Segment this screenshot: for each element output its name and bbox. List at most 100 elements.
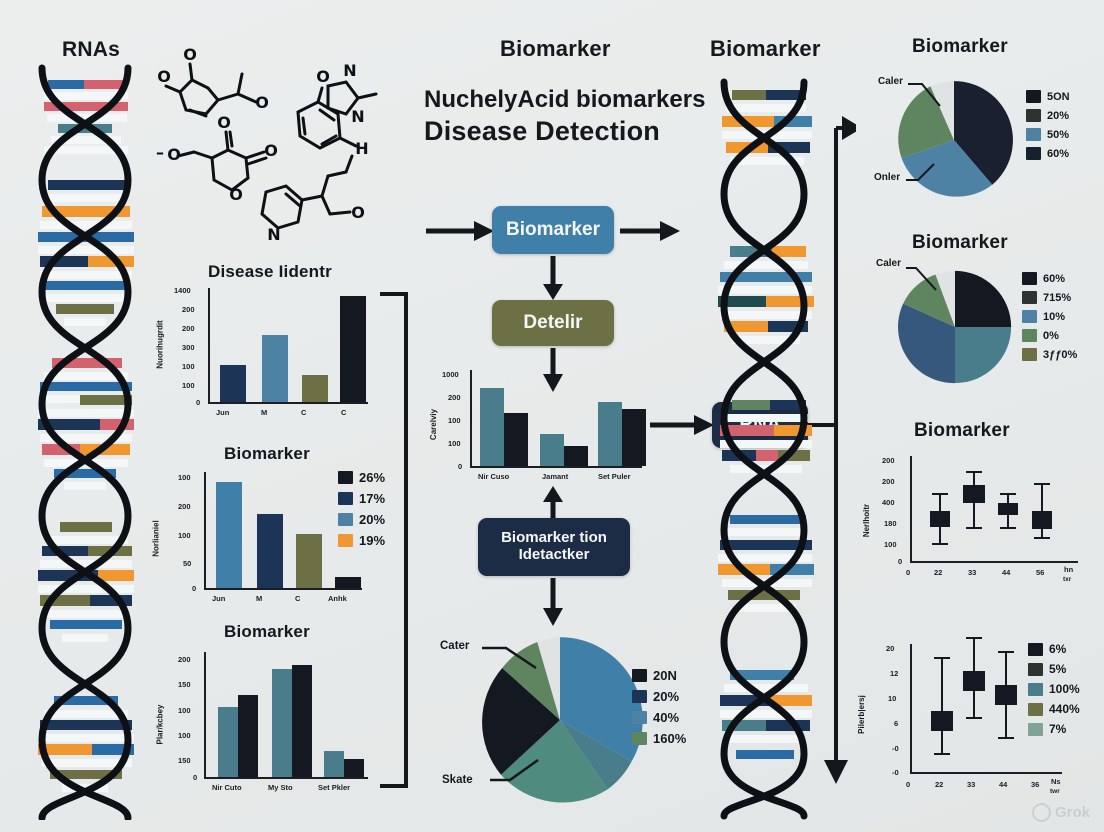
flow-node-biomarker-detector[interactable]: Biomarker tion Idetactker bbox=[478, 518, 630, 576]
flow-node-detelir-label: Detelir bbox=[523, 312, 583, 334]
legend-swatch bbox=[1028, 722, 1043, 736]
chart-bar3-bar bbox=[292, 665, 312, 777]
legend-swatch bbox=[1022, 348, 1037, 361]
legend-label: 160% bbox=[653, 731, 687, 746]
chart-err1-xtick: 56 bbox=[1036, 568, 1045, 577]
chart-bar3-bar bbox=[218, 707, 238, 777]
chart-bar1-bar bbox=[340, 296, 366, 402]
flow-node-detector-label-line2: Idetactker bbox=[518, 546, 590, 563]
pie-slice bbox=[955, 327, 1012, 384]
chart-bar-center-bar bbox=[504, 413, 528, 466]
chart-pie1-title: Biomarker bbox=[912, 36, 1008, 57]
pie2-callout-caler-leader bbox=[906, 267, 937, 291]
chart-bar1-ytick: 300 bbox=[182, 343, 195, 352]
legend-swatch bbox=[1026, 90, 1041, 103]
arrow-up-to-chart bbox=[540, 486, 566, 520]
chart-err2: Pilerb|ersj 20 12 10 6 -0 -0 0 22 33 44 … bbox=[852, 616, 1102, 806]
legend-swatch bbox=[632, 732, 647, 745]
chart-err1-xtick: 33 bbox=[968, 568, 977, 577]
chart-bar3-ytick: 100 bbox=[178, 731, 191, 740]
chart-bar3-y-axis bbox=[204, 652, 206, 777]
chart-err2-legend: 6% 5% 100% 440% 7% bbox=[1028, 642, 1080, 742]
pie-slice bbox=[502, 642, 560, 720]
chart-bar1-ytick: 0 bbox=[196, 398, 201, 407]
arrow-detector-to-pie bbox=[540, 578, 566, 626]
arrow-biomarker-to-detelir bbox=[540, 256, 566, 300]
chart-bar-center-ytick: 200 bbox=[448, 393, 461, 402]
legend-label: 0% bbox=[1043, 329, 1059, 342]
chart-err1: Nerlhoitr 200 200 400 180 100 0 0 22 33 … bbox=[862, 450, 1092, 600]
chart-bar2-bar bbox=[257, 514, 283, 588]
legend-swatch bbox=[1022, 272, 1037, 285]
atom-label-O: O bbox=[217, 113, 231, 132]
chart-err1-ytick: 180 bbox=[884, 519, 897, 528]
legend-swatch bbox=[1026, 147, 1041, 160]
flow-node-biomarker[interactable]: Biomarker bbox=[492, 206, 614, 254]
chart-bar-center-xtick: Jamant bbox=[542, 472, 569, 481]
legend-item: 26% bbox=[338, 470, 385, 485]
chart-bar-center-xtick: Nir Cuso bbox=[478, 472, 510, 481]
chart-bar-center-bar bbox=[480, 388, 504, 466]
chart-bar3-ytick: 100 bbox=[178, 706, 191, 715]
dna-double-helix-left bbox=[20, 60, 150, 822]
flow-node-biomarker-label: Biomarker bbox=[506, 219, 600, 241]
legend-item: 440% bbox=[1028, 702, 1080, 716]
chart-bar1-ytick: 100 bbox=[182, 362, 195, 371]
legend-label: 7% bbox=[1049, 722, 1067, 736]
chart-bar2-ytick: 50 bbox=[183, 559, 192, 568]
chart-bar1-ytick: 100 bbox=[182, 381, 195, 390]
flow-node-detector-label-line1: Biomarker tion bbox=[501, 529, 607, 547]
legend-swatch bbox=[1028, 662, 1043, 676]
chart-bar2-legend: 26% 17% 20% 19% bbox=[338, 470, 385, 554]
legend-label: 20% bbox=[653, 689, 680, 704]
chart-err1-ytick: 200 bbox=[882, 456, 895, 465]
legend-swatch bbox=[632, 690, 647, 703]
chart-bar1-x-axis bbox=[208, 402, 368, 404]
heading-center-biomarker: Biomarker bbox=[500, 36, 611, 61]
chart-bar3-xtick: Set Pkler bbox=[318, 783, 351, 792]
pie-center-callout-cater: Cater bbox=[440, 640, 470, 652]
chart-pie1-legend: 5ON 20% 50% 60% bbox=[1026, 90, 1070, 166]
chart-bar1-xtick: M bbox=[261, 408, 268, 417]
legend-item: 60% bbox=[1026, 147, 1070, 160]
legend-item: 50% bbox=[1026, 128, 1070, 141]
legend-item: 17% bbox=[338, 491, 385, 506]
chart-bar3-xtick: My Sto bbox=[268, 783, 293, 792]
chart-bar2-title: Biomarker bbox=[224, 444, 310, 463]
chart-pie-center-legend: 20N 20% 40% 160% bbox=[632, 668, 686, 752]
legend-label: 5% bbox=[1049, 662, 1067, 676]
legend-swatch bbox=[1026, 128, 1041, 141]
chart-bar3-xtick: Nir Cuto bbox=[212, 783, 242, 792]
flow-node-detelir[interactable]: Detelir bbox=[492, 300, 614, 346]
chart-err1-xtick: hn bbox=[1064, 565, 1074, 574]
chart-err1-title: Biomarker bbox=[914, 420, 1010, 441]
legend-item: 5% bbox=[1028, 662, 1080, 676]
chart-bar1-bar bbox=[262, 335, 288, 402]
chart-bar-center-x-axis bbox=[470, 466, 642, 468]
atom-label-O: O bbox=[351, 203, 365, 222]
legend-swatch bbox=[338, 492, 353, 505]
legend-item: 20N bbox=[632, 668, 686, 683]
arrow-out-biomarker-right bbox=[620, 218, 680, 244]
legend-label: 19% bbox=[359, 533, 386, 548]
legend-label: 440% bbox=[1049, 702, 1080, 716]
chart-bar-center-ytick: 100 bbox=[448, 439, 461, 448]
chart-err2-ytick: 12 bbox=[890, 669, 899, 678]
pie1-callout-caler: Caler bbox=[878, 76, 904, 87]
atom-label-H: H bbox=[355, 139, 368, 158]
atom-label-dash: – bbox=[156, 143, 164, 162]
pie1-callout-caler-leader bbox=[908, 83, 941, 107]
chart-err1-y-axis bbox=[910, 456, 912, 561]
pie-slice bbox=[898, 86, 954, 159]
pie2-callout-caler: Caler bbox=[876, 258, 902, 269]
pie-slice bbox=[560, 720, 632, 790]
chart-err2-ytick: -0 bbox=[892, 768, 899, 777]
legend-swatch bbox=[632, 711, 647, 724]
legend-label: 17% bbox=[359, 491, 386, 506]
pie1-callout-onler: Onler bbox=[874, 172, 901, 183]
chart-bar2-xtick: C bbox=[295, 594, 301, 603]
chart-bar3-bar bbox=[272, 669, 292, 777]
chart-err2-xtick: 33 bbox=[967, 780, 976, 789]
chart-bar2-ytick: 100 bbox=[178, 473, 191, 482]
pie-slice bbox=[955, 270, 1012, 327]
